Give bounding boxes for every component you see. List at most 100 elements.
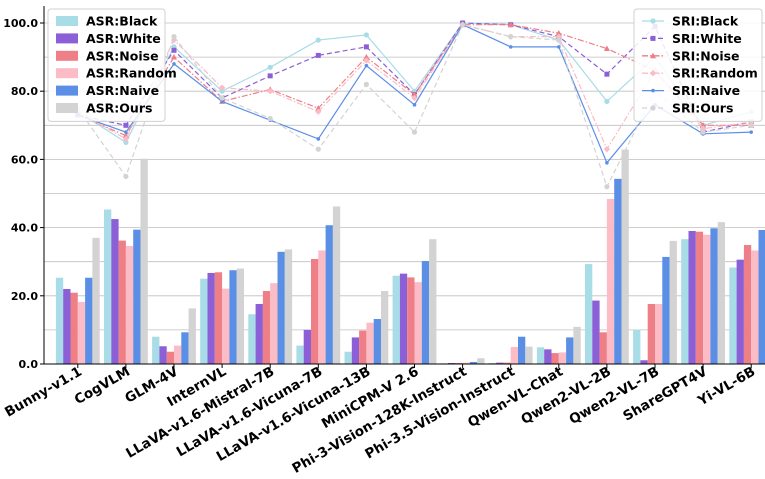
legend-swatch — [56, 33, 78, 44]
bar — [448, 362, 456, 364]
data-point — [603, 145, 611, 153]
bar — [152, 336, 160, 364]
bar — [284, 249, 293, 364]
y-tick-label: 60.0 — [11, 153, 38, 166]
bar — [477, 358, 485, 364]
data-point — [123, 173, 129, 180]
data-point — [170, 36, 178, 44]
data-point — [508, 45, 513, 49]
bar — [633, 329, 641, 364]
legend-label: ASR:Random — [86, 66, 177, 81]
bar — [236, 268, 244, 364]
bar — [743, 244, 752, 364]
bar — [621, 149, 629, 364]
bar — [655, 303, 663, 364]
data-point — [363, 32, 369, 38]
bar — [640, 360, 648, 364]
bar — [614, 178, 622, 364]
legend-label: SRI:Ours — [672, 101, 733, 116]
data-point — [700, 129, 706, 135]
legend-label: SRI:White — [672, 31, 742, 46]
data-point — [364, 63, 369, 68]
bar — [688, 231, 696, 364]
bar — [366, 322, 374, 364]
legend-label: ASR:Black — [86, 14, 158, 29]
data-point — [316, 137, 321, 141]
bar — [751, 250, 759, 364]
data-point — [650, 35, 656, 41]
data-point — [557, 45, 561, 49]
legend-swatch — [56, 16, 78, 26]
bar — [758, 229, 765, 364]
data-point — [604, 184, 610, 190]
bar — [381, 291, 389, 364]
y-tick-label: 20.0 — [11, 290, 38, 303]
data-point — [748, 122, 754, 128]
bar — [421, 261, 430, 364]
bar — [662, 256, 670, 364]
bar — [296, 345, 304, 364]
bar — [118, 240, 126, 364]
data-point — [267, 88, 274, 95]
data-point — [650, 18, 656, 24]
bar — [270, 283, 278, 364]
data-point — [171, 34, 177, 40]
bar — [599, 332, 607, 364]
bar — [229, 270, 237, 364]
x-tick-label: Bunny-v1.1 — [2, 364, 85, 421]
data-point — [650, 105, 656, 111]
bar — [695, 231, 704, 364]
bar — [255, 303, 263, 364]
bar — [392, 275, 400, 364]
bar — [681, 239, 689, 364]
data-point — [267, 64, 273, 70]
bar — [503, 362, 511, 364]
bar — [525, 346, 533, 364]
bar — [200, 278, 208, 364]
bar — [606, 198, 615, 364]
legend-swatch — [56, 103, 78, 113]
data-point — [649, 70, 657, 77]
x-tick-label: CogVLM — [72, 364, 133, 409]
bar — [214, 272, 223, 364]
legend-right: SRI:Black SRI:White SRI:Noise SRI:Random SRI… — [633, 8, 763, 122]
bar — [462, 362, 470, 364]
data-point — [171, 47, 177, 53]
data-point — [555, 30, 562, 36]
data-point — [220, 99, 224, 104]
series-line — [77, 24, 752, 189]
bar — [729, 267, 737, 364]
bar — [488, 362, 497, 364]
data-point — [556, 37, 562, 43]
data-point — [749, 130, 753, 134]
data-point — [363, 44, 369, 50]
data-point — [604, 71, 610, 77]
data-point — [123, 139, 129, 145]
bar — [455, 362, 463, 364]
bar — [222, 288, 230, 364]
bar — [63, 288, 71, 364]
bar — [92, 237, 100, 364]
y-axis-ticks: 0.0 20.0 40.0 60.0 80.0 100.0 — [3, 17, 44, 371]
bar — [429, 239, 437, 364]
bars — [55, 149, 765, 364]
legend-label: SRI:Noise — [672, 48, 740, 63]
data-point — [363, 57, 370, 64]
bar — [207, 272, 215, 364]
bar — [510, 346, 518, 364]
legend-swatch — [56, 68, 78, 79]
bar — [140, 158, 148, 364]
data-point — [124, 130, 128, 134]
data-point — [172, 62, 176, 66]
y-tick-label: 100.0 — [3, 17, 38, 30]
data-point — [411, 94, 418, 102]
bar — [311, 258, 319, 364]
legend-label: ASR:Naive — [86, 83, 159, 98]
data-point — [363, 81, 369, 87]
data-point — [412, 103, 417, 107]
bar — [647, 303, 655, 364]
y-tick-label: 0.0 — [19, 358, 39, 371]
bar — [85, 277, 93, 364]
bar — [669, 240, 677, 364]
